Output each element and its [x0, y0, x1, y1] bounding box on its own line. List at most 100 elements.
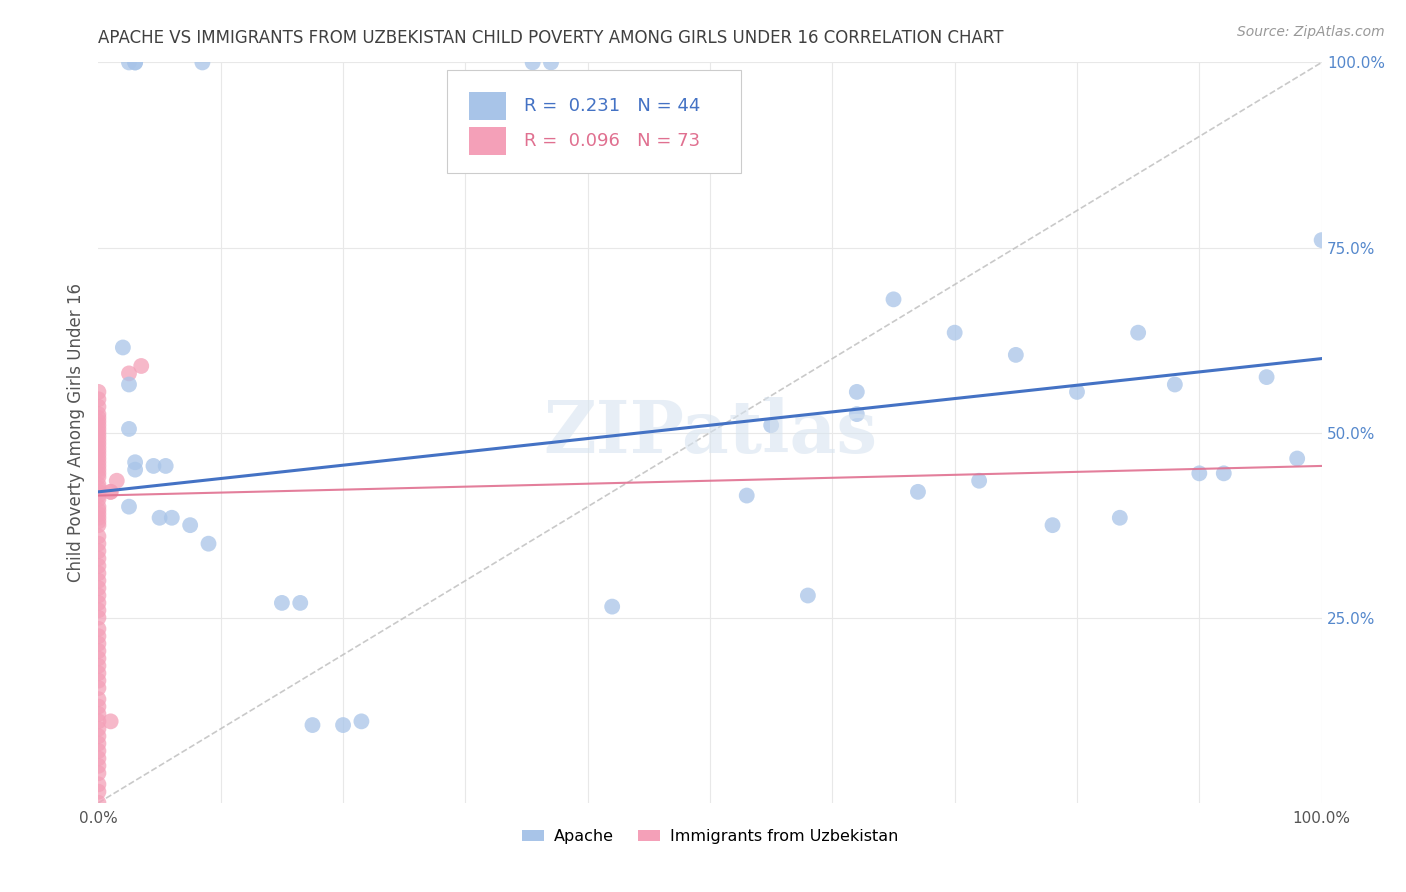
Text: ZIPatlas: ZIPatlas: [543, 397, 877, 468]
Point: [290, 596, 312, 610]
Point: [87, 484, 110, 499]
Point: [87, 544, 110, 558]
Legend: Apache, Immigrants from Uzbekistan: Apache, Immigrants from Uzbekistan: [516, 822, 904, 850]
Point: [87, 714, 110, 729]
Point: [118, 377, 141, 392]
Point: [87, 451, 110, 466]
Text: APACHE VS IMMIGRANTS FROM UZBEKISTAN CHILD POVERTY AMONG GIRLS UNDER 16 CORRELAT: APACHE VS IMMIGRANTS FROM UZBEKISTAN CHI…: [98, 29, 1004, 47]
Point: [87, 489, 110, 503]
Point: [87, 699, 110, 714]
Point: [87, 507, 110, 521]
Point: [87, 510, 110, 524]
Point: [87, 737, 110, 751]
Point: [87, 518, 110, 533]
Point: [1066, 384, 1088, 399]
Point: [87, 500, 110, 514]
Point: [87, 462, 110, 476]
Point: [87, 722, 110, 736]
Point: [87, 429, 110, 443]
Point: [149, 510, 172, 524]
Point: [87, 470, 110, 484]
Point: [87, 729, 110, 743]
Point: [87, 777, 110, 791]
Point: [797, 589, 820, 603]
Point: [118, 422, 141, 436]
Point: [735, 489, 758, 503]
Point: [87, 458, 110, 473]
Point: [87, 589, 110, 603]
Point: [907, 484, 929, 499]
Point: [270, 596, 294, 610]
Point: [87, 400, 110, 414]
Point: [87, 422, 110, 436]
Point: [191, 55, 214, 70]
Point: [87, 666, 110, 681]
Point: [1256, 370, 1278, 384]
Point: [522, 55, 544, 70]
Point: [124, 55, 146, 70]
Point: [87, 681, 110, 695]
Point: [967, 474, 990, 488]
Point: [87, 407, 110, 421]
Point: [105, 474, 128, 488]
Point: [155, 458, 177, 473]
Point: [87, 455, 110, 469]
Point: [301, 718, 323, 732]
Point: [87, 566, 110, 581]
Point: [87, 444, 110, 458]
Point: [845, 384, 868, 399]
Point: [883, 293, 905, 307]
Point: [197, 536, 219, 550]
Point: [845, 407, 868, 421]
Point: [1188, 467, 1211, 481]
Point: [1042, 518, 1064, 533]
Text: R =  0.096   N = 73: R = 0.096 N = 73: [524, 132, 700, 150]
Text: R =  0.231   N = 44: R = 0.231 N = 44: [524, 97, 700, 115]
Point: [111, 341, 134, 355]
Point: [118, 367, 141, 381]
Point: [87, 392, 110, 407]
Point: [129, 359, 152, 373]
Point: [87, 418, 110, 433]
Point: [87, 558, 110, 573]
Point: [87, 467, 110, 481]
Text: Source: ZipAtlas.com: Source: ZipAtlas.com: [1237, 25, 1385, 39]
Point: [118, 55, 141, 70]
Point: [87, 796, 110, 810]
Point: [87, 477, 110, 491]
Point: [87, 644, 110, 658]
Point: [87, 410, 110, 425]
Point: [87, 610, 110, 624]
Point: [540, 55, 562, 70]
Point: [142, 458, 165, 473]
Point: [87, 692, 110, 706]
Point: [87, 448, 110, 462]
Point: [87, 515, 110, 529]
Point: [100, 484, 122, 499]
Point: [100, 484, 122, 499]
Point: [87, 574, 110, 588]
Y-axis label: Child Poverty Among Girls Under 16: Child Poverty Among Girls Under 16: [66, 283, 84, 582]
Point: [87, 441, 110, 455]
Point: [1164, 377, 1187, 392]
Point: [87, 785, 110, 799]
Point: [87, 596, 110, 610]
FancyBboxPatch shape: [447, 70, 741, 173]
Point: [1128, 326, 1150, 340]
Point: [124, 462, 146, 476]
Point: [87, 536, 110, 550]
Point: [87, 433, 110, 447]
Point: [124, 455, 146, 469]
Point: [943, 326, 966, 340]
Point: [600, 599, 623, 614]
Point: [160, 510, 183, 524]
Point: [87, 658, 110, 673]
Point: [87, 551, 110, 566]
Point: [1286, 451, 1309, 466]
Point: [761, 418, 783, 433]
Point: [87, 492, 110, 507]
Point: [118, 500, 141, 514]
Point: [332, 718, 354, 732]
Point: [87, 529, 110, 543]
Point: [87, 706, 110, 721]
